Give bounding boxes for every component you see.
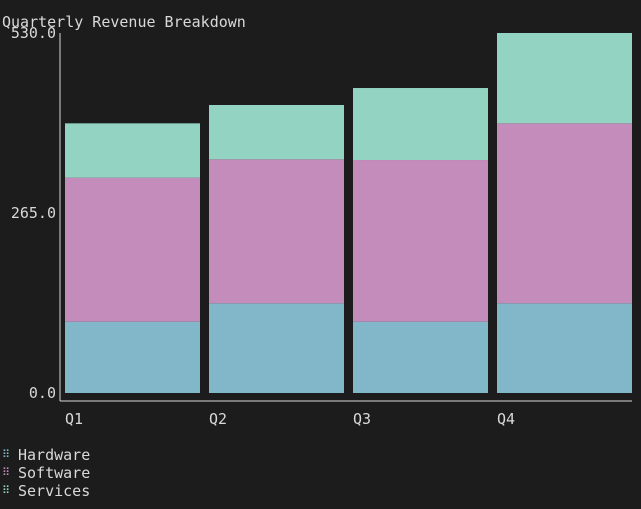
chart-labels: 0.0 265.0 530.0 Q1 Q2 Q3 Q4	[11, 24, 515, 428]
bar-segment-software-q3	[353, 160, 488, 322]
y-tick-label: 0.0	[29, 384, 56, 402]
y-tick-label: 265.0	[11, 204, 56, 222]
x-tick-label: Q3	[353, 410, 371, 428]
bar-segment-services-q4	[497, 33, 632, 124]
legend-item: ⠿ Hardware	[2, 446, 90, 464]
bar-segment-services-q3	[353, 88, 488, 161]
bar-segment-services-q2	[209, 105, 344, 160]
x-tick-label: Q2	[209, 410, 227, 428]
bar-segment-software-q4	[497, 123, 632, 304]
bar-segment-software-q2	[209, 159, 344, 304]
legend-swatch-icon: ⠿	[2, 448, 11, 461]
legend-item: ⠿ Services	[2, 482, 90, 500]
bar-segment-hardware-q3	[353, 321, 488, 393]
x-tick-label: Q4	[497, 410, 515, 428]
legend-label: Services	[18, 482, 91, 500]
bar-segment-services-q1	[65, 123, 200, 178]
x-tick-label: Q1	[65, 410, 83, 428]
y-tick-label: 530.0	[11, 24, 56, 42]
bar-segment-software-q1	[65, 177, 200, 322]
chart-bars	[65, 33, 632, 393]
chart-axes	[59, 33, 632, 402]
chart-title: Quarterly Revenue Breakdown	[2, 13, 246, 31]
bar-segment-hardware-q1	[65, 321, 200, 393]
legend-label: Hardware	[18, 446, 91, 464]
chart-legend: ⠿ Hardware ⠿ Software ⠿ Services	[2, 446, 90, 500]
bar-segment-hardware-q4	[497, 303, 632, 393]
legend-label: Software	[18, 464, 91, 482]
legend-item: ⠿ Software	[2, 464, 90, 482]
bar-segment-hardware-q2	[209, 303, 344, 393]
legend-swatch-icon: ⠿	[2, 484, 11, 497]
legend-swatch-icon: ⠿	[2, 466, 11, 479]
